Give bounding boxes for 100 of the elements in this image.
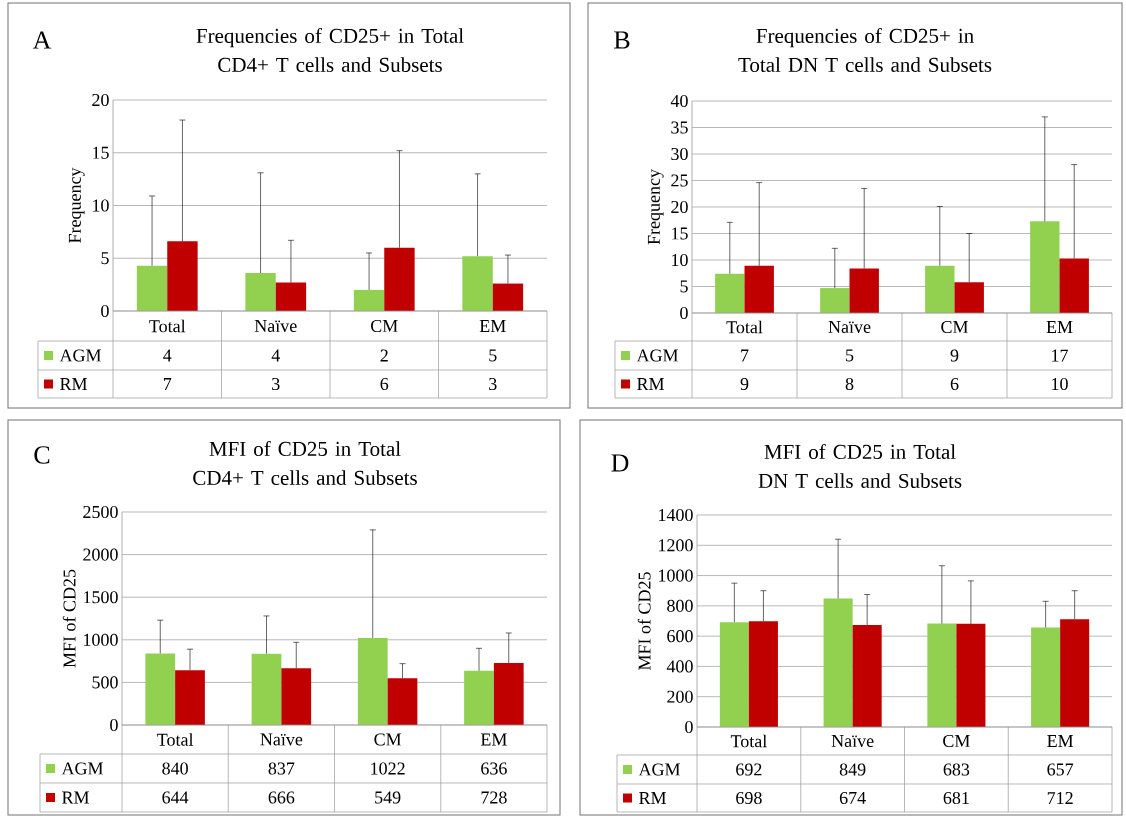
y-tick-label: 10 [672,253,688,267]
legend-label: AGM [59,349,102,362]
y-tick-label: 1500 [84,591,118,604]
x-tick-label: Naïve [828,321,871,333]
x-tick-label: EM [479,320,506,332]
x-tick-label: CM [370,319,398,333]
y-tick-label: 800 [667,599,693,612]
text: C [34,446,50,464]
bar [925,265,955,313]
data-label: 17 [1052,349,1068,362]
legend-label: RM [637,378,665,390]
y-tick-label: 5 [101,252,109,265]
bar [852,624,882,727]
x-tick-label: Naïve [260,733,303,746]
data-label: 1022 [371,762,405,775]
legend-label: AGM [638,763,681,776]
y-tick-label: 20 [92,93,109,107]
text: A [32,31,52,49]
bar [715,273,745,313]
bar [167,241,198,311]
data-label: 8 [845,377,854,391]
y-tick-label: 30 [671,147,688,161]
bar [492,283,524,311]
chart-title: MFI of CD25 in Total DN T cells and Subsets [758,444,962,488]
data-label: 4 [163,349,172,362]
legend-label: RM [62,791,90,804]
x-tick-label: Total [730,734,767,748]
data-label: 849 [839,763,866,776]
bar [275,282,307,311]
y-tick-label: 35 [671,121,688,134]
x-tick-label: EM [1046,321,1073,333]
bar [175,670,205,725]
x-tick-label: Total [726,320,763,334]
data-label: 683 [943,763,970,776]
legend-label: RM [639,792,667,804]
y-tick-label: 0 [680,306,688,320]
x-tick-label: CM [941,320,968,334]
legend-label: RM [60,378,88,390]
data-label: 712 [1047,792,1073,804]
bar [251,653,282,725]
text: D [611,454,629,472]
bar [748,621,778,727]
data-label: 666 [268,791,295,804]
x-tick-label: Total [157,733,194,746]
data-label: 10 [1052,377,1068,391]
data-label: 9 [950,349,959,362]
data-label: 3 [272,377,280,391]
y-tick-label: 15 [672,227,688,240]
data-label: 4 [271,349,280,362]
y-tick-label: 600 [667,630,693,643]
data-label: 657 [1047,763,1074,776]
y-tick-label: 15 [93,146,109,159]
y-tick-label: 2500 [83,505,118,519]
bar [954,282,984,313]
y-axis-title: MFI of CD25 [62,569,76,668]
y-tick-label: 0 [110,718,118,732]
text: B [614,31,630,49]
bar [387,678,418,725]
data-label: 840 [162,762,188,775]
bar [1059,258,1089,313]
data-label: 692 [736,763,762,776]
data-label: 698 [736,791,762,805]
y-tick-label: 20 [671,200,688,214]
y-tick-label: 5 [680,280,688,293]
bar [145,653,176,725]
bar [281,668,312,725]
y-tick-label: 2000 [83,548,118,561]
y-axis-title: Frequency [68,167,85,243]
chart-title: MFI of CD25 in Total CD4+ T cells and Subsets [193,441,417,485]
bar [245,273,276,311]
bar [493,662,524,725]
bar [956,623,986,727]
y-tick-label: 500 [92,676,118,689]
data-label: 644 [162,791,189,804]
y-tick-label: 25 [671,174,688,187]
data-label: 9 [740,377,749,391]
y-tick-label: 0 [685,720,693,734]
y-tick-label: 200 [667,690,693,703]
bar [462,256,493,311]
bar [384,247,415,311]
data-label: 636 [481,762,507,775]
bar [927,623,957,727]
x-tick-label: EM [480,733,507,746]
legend-label: AGM [61,762,104,775]
bar [823,598,853,727]
data-label: 5 [846,349,854,362]
y-tick-label: 40 [670,94,688,108]
x-tick-label: Total [149,319,186,333]
x-tick-label: CM [943,734,970,748]
bar [353,289,385,311]
y-axis-title: Frequency [647,169,664,245]
chart-title: Frequencies of CD25+ in Total CD4+ T cells and Subsets [196,27,464,72]
data-label: 7 [741,349,749,362]
data-label: 2 [380,349,388,362]
data-label: 6 [380,377,389,391]
bar [1060,619,1090,727]
y-tick-label: 1400 [659,508,693,522]
x-tick-label: EM [1047,735,1074,747]
y-tick-label: 0 [101,304,109,318]
legend-label: AGM [636,349,679,362]
